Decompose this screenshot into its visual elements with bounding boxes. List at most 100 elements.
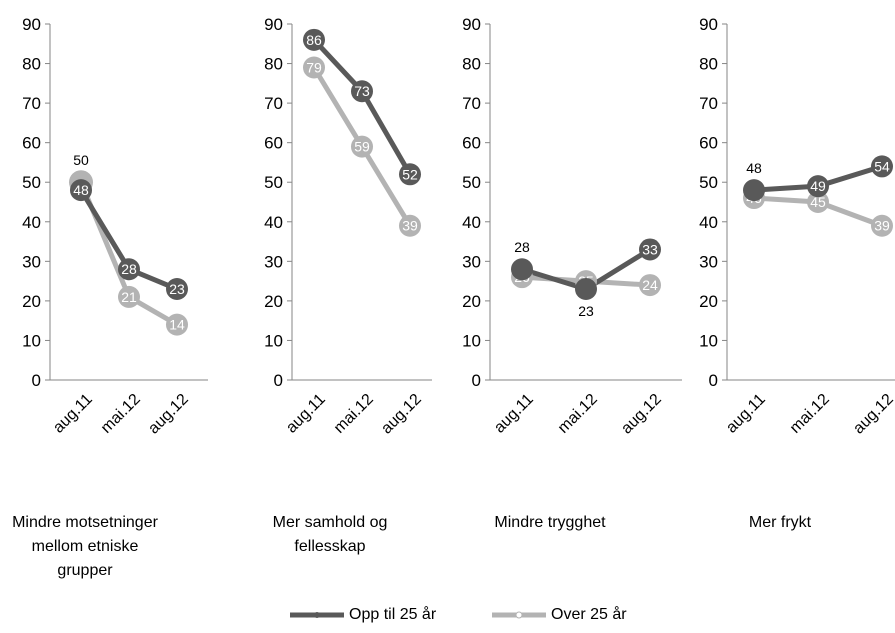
y-tick-label: 0: [472, 371, 481, 390]
data-point-young: [743, 179, 765, 202]
y-tick-label: 90: [264, 15, 283, 34]
data-point-old: [399, 214, 421, 237]
data-point-young: [807, 175, 829, 198]
data-point-old: [639, 274, 661, 297]
data-point-old: [166, 313, 188, 336]
panel-3-category-label: Mindre trygghet: [494, 514, 606, 531]
data-label: 52: [402, 166, 418, 182]
data-point-young: [871, 155, 893, 178]
y-tick-label: 70: [699, 94, 718, 113]
y-tick-label: 40: [699, 213, 718, 232]
legend-old-label: Over 25 år: [551, 606, 627, 623]
x-tick-label: mai.12: [331, 391, 377, 437]
y-tick-label: 20: [462, 292, 481, 311]
y-tick-label: 30: [22, 252, 41, 271]
data-label: 33: [642, 241, 658, 257]
x-tick-label: mai.12: [555, 391, 601, 437]
y-tick-label: 90: [22, 15, 41, 34]
data-label: 48: [746, 160, 762, 176]
legend-young-label: Opp til 25 år: [349, 606, 437, 623]
data-label: 45: [810, 194, 826, 210]
y-tick-label: 50: [462, 173, 481, 192]
data-point-old: [303, 56, 325, 79]
y-tick-label: 60: [22, 134, 41, 153]
data-point-young: [166, 278, 188, 301]
x-tick-label: aug.12: [378, 391, 425, 438]
panel-1: 0 10 20 30 40 50 60 70 80 90 aug.11 mai.12 aug.12 50 2…: [22, 15, 208, 437]
panel-3: 0102030405060708090aug.11mai.12aug.12262…: [462, 15, 682, 437]
y-tick-label: 60: [264, 134, 283, 153]
data-point-young: [351, 80, 373, 103]
data-point-young: [118, 258, 140, 281]
x-tick-label: aug.11: [491, 391, 537, 437]
legend: Opp til 25 år Over 25 år: [0, 601, 895, 629]
data-label: 24: [642, 277, 658, 293]
data-point-old: [351, 135, 373, 158]
y-tick-label: 70: [264, 94, 283, 113]
y-tick-label: 40: [462, 213, 481, 232]
y-tick-label: 40: [22, 213, 41, 232]
panel-2-category-label: Mer samhold og fellesskap: [272, 514, 388, 555]
y-tick-label: 70: [22, 94, 41, 113]
data-point-old: [118, 285, 140, 308]
y-tick-label: 10: [22, 331, 41, 350]
y-tick-label: 30: [264, 252, 283, 271]
data-label: 21: [121, 289, 137, 305]
y-tick-label: 80: [699, 55, 718, 74]
x-tick-label: aug.11: [283, 391, 329, 437]
data-label: 54: [874, 158, 890, 174]
y-tick-label: 30: [699, 252, 718, 271]
x-tick-label: mai.12: [98, 391, 144, 437]
y-tick-label: 60: [699, 134, 718, 153]
x-tick-label: aug.12: [850, 391, 895, 438]
data-label: 59: [354, 139, 370, 155]
y-tick-label: 20: [264, 292, 283, 311]
x-tick-label: aug.11: [723, 391, 769, 437]
panel-4: 0102030405060708090aug.11mai.12aug.12464…: [699, 15, 895, 437]
y-tick-label: 20: [699, 292, 718, 311]
data-label: 50: [73, 152, 89, 168]
panel-4-category-label: Mer frykt: [748, 514, 812, 531]
y-tick-label: 10: [462, 331, 481, 350]
y-tick-label: 80: [462, 55, 481, 74]
x-tick-label: aug.12: [618, 391, 665, 438]
data-point-young: [575, 278, 597, 301]
legend-item-old: Over 25 år: [490, 601, 627, 629]
x-tick-label: aug.11: [50, 391, 96, 437]
x-tick-label: mai.12: [787, 391, 833, 437]
data-point-young: [639, 238, 661, 261]
data-label: 86: [306, 32, 322, 48]
data-point-old: [807, 191, 829, 213]
y-tick-label: 10: [264, 331, 283, 350]
data-point-young: [303, 28, 325, 51]
y-tick-label: 70: [462, 94, 481, 113]
data-label: 23: [169, 281, 185, 297]
y-tick-label: 40: [264, 213, 283, 232]
y-tick-label: 30: [462, 252, 481, 271]
legend-item-young: Opp til 25 år: [288, 601, 436, 629]
data-label: 79: [306, 60, 322, 76]
data-point-young: [70, 179, 92, 202]
y-tick-label: 50: [699, 173, 718, 192]
y-tick-label: 50: [264, 173, 283, 192]
y-tick-label: 50: [22, 173, 41, 192]
panel-1-category-label: Mindre motsetninger mellom etniske grupp…: [12, 514, 158, 579]
y-tick-label: 80: [22, 55, 41, 74]
y-tick-label: 0: [709, 371, 718, 390]
y-tick-label: 90: [699, 15, 718, 34]
y-tick-label: 10: [699, 331, 718, 350]
data-label: 28: [121, 261, 137, 277]
panel-2: 0 10 20 30 40 50 60 70 80 90 aug.11 mai.12 aug.12 79 5…: [264, 15, 432, 437]
data-point-old: [871, 214, 893, 237]
y-tick-label: 0: [32, 371, 41, 390]
y-tick-label: 60: [462, 134, 481, 153]
data-label: 48: [73, 182, 89, 198]
data-label: 28: [514, 239, 530, 255]
data-label: 49: [810, 178, 826, 194]
y-tick-label: 0: [274, 371, 283, 390]
data-point-young: [511, 258, 533, 281]
data-label: 39: [402, 218, 418, 234]
y-tick-label: 80: [264, 55, 283, 74]
y-tick-label: 90: [462, 15, 481, 34]
